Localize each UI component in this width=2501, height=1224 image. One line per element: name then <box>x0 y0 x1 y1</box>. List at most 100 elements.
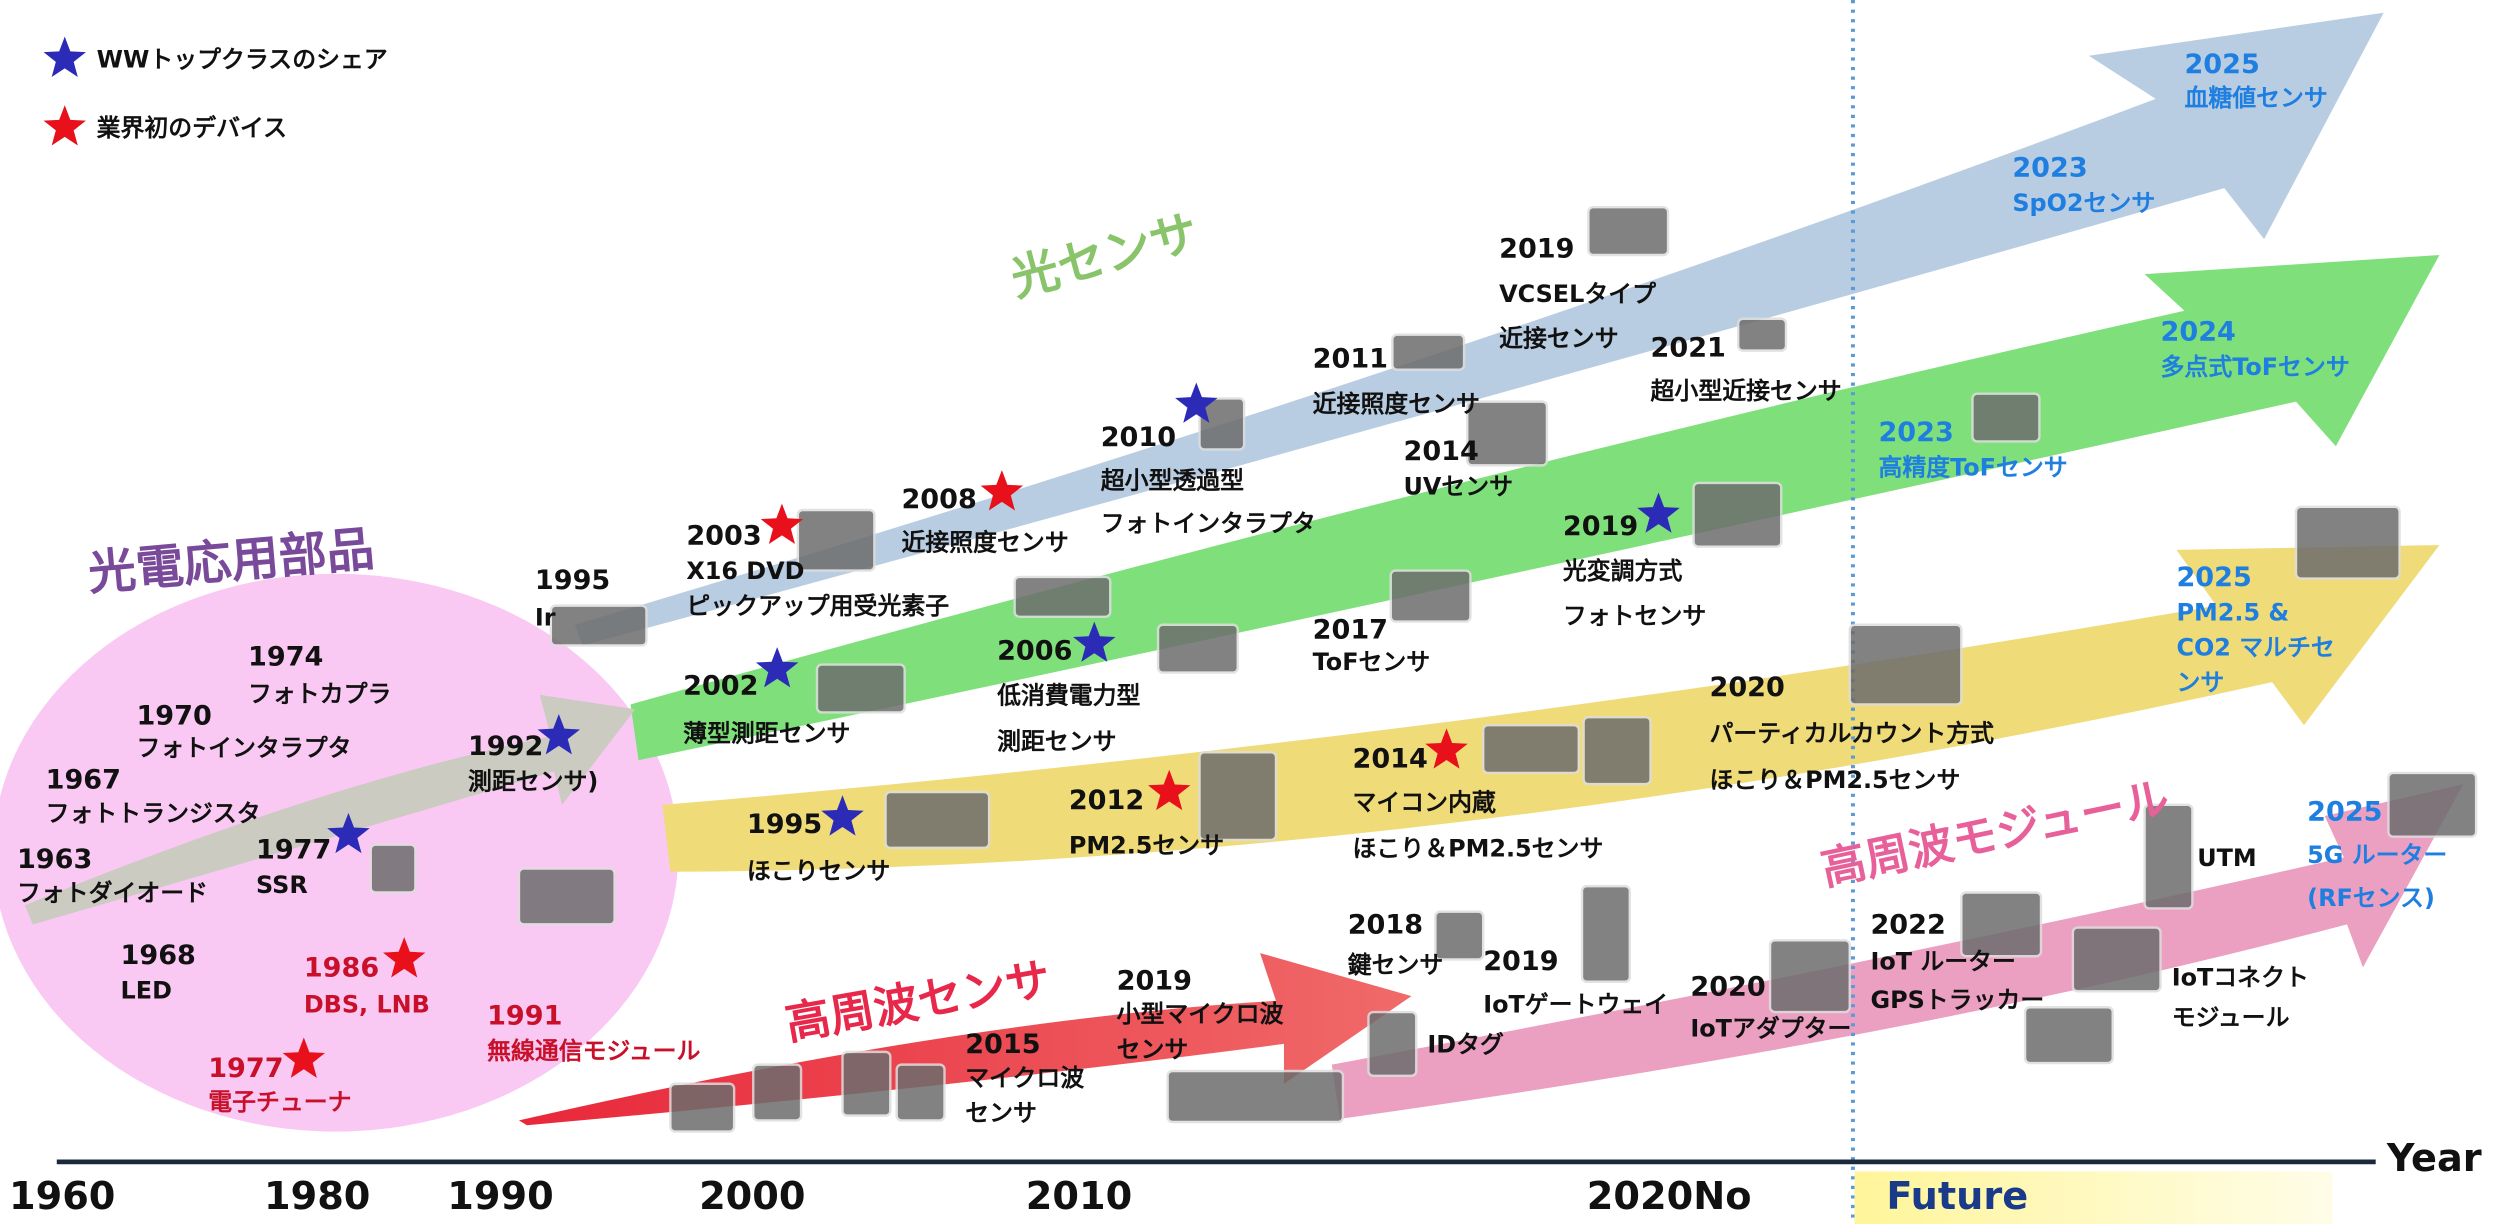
star <box>760 503 804 544</box>
item-label: GPSトラッカー <box>1870 986 2044 1014</box>
product-image <box>1391 333 1466 371</box>
axis-label: Year <box>2386 1136 2482 1181</box>
product-image <box>884 790 991 850</box>
item-year: 2023 <box>1878 417 1953 448</box>
product-image <box>841 1050 892 1117</box>
item-label: 薄型測距センサ <box>683 720 850 748</box>
item-label: 無線通信モジュール <box>487 1037 700 1065</box>
star <box>43 36 86 77</box>
item-label: 超小型透過型 <box>1101 466 1244 494</box>
product-image <box>1367 1010 1418 1077</box>
star <box>980 470 1024 511</box>
product-image <box>1848 623 1963 706</box>
item-label: 5G ルーター <box>2307 841 2447 869</box>
arrow-gray <box>24 694 636 925</box>
product-image <box>1692 481 1783 548</box>
star <box>282 1037 326 1078</box>
item-year: 2019 <box>1563 511 1638 542</box>
item-label: 高精度ToFセンサ <box>1878 454 2067 482</box>
product-image <box>1166 1069 1345 1124</box>
item-label: フォトダイオード <box>17 879 208 907</box>
product-image <box>1013 575 1112 618</box>
item-label: Ir <box>535 603 556 631</box>
item-label: SSR <box>256 871 308 899</box>
item-label: 測距センサ <box>997 728 1116 756</box>
product-image <box>1768 939 1851 1014</box>
arrow-yellow <box>662 545 2440 872</box>
item-label: IoT ルーター <box>1870 948 2015 976</box>
item-year: 2018 <box>1348 909 1423 940</box>
product-image <box>517 867 616 926</box>
item-year: 2023 <box>2012 152 2087 183</box>
item-year: 2012 <box>1069 785 1144 816</box>
future-bg <box>1854 1171 2333 1224</box>
timeline-label: 1980 <box>264 1174 370 1219</box>
item-year: 1977 <box>208 1053 283 1084</box>
product-image <box>2387 771 2478 838</box>
item-label: 近接照度センサ <box>901 528 1068 556</box>
item-year: 1991 <box>487 1000 562 1031</box>
item-year: 1963 <box>17 844 92 875</box>
item-label: 低消費電力型 <box>996 681 1140 709</box>
star <box>1148 769 1191 811</box>
item-label: UTM <box>2197 844 2256 872</box>
arrow-red <box>518 953 1412 1126</box>
item-label: ピックアップ用受光素子 <box>686 592 949 620</box>
item-year: 1995 <box>747 809 822 840</box>
item-year: 2017 <box>1313 615 1388 646</box>
item-year: 2021 <box>1651 333 1726 364</box>
product-image <box>895 1063 946 1122</box>
star <box>537 714 581 755</box>
product-image <box>1580 884 1632 983</box>
product-image <box>1198 397 1246 451</box>
item-label: フォトインタラプタ <box>136 734 351 762</box>
item-label: LED <box>121 976 172 1004</box>
item-year: 2022 <box>1870 909 1945 940</box>
item-label: 血糖値センサ <box>2184 84 2327 112</box>
texts: WWトップクラスのシェア業界初のデバイス光電応用部品光センサ高周波センサ高周波モ… <box>9 36 2482 1219</box>
circle-bg <box>0 573 679 1132</box>
item-year: 2025 <box>2184 49 2259 80</box>
product-image <box>1481 723 1581 775</box>
item-label: ToFセンサ <box>1313 648 1431 676</box>
item-year: 2014 <box>1404 436 1479 467</box>
item-label: フォトインタラプタ <box>1101 509 1316 537</box>
legend-label: WWトップクラスのシェア <box>97 46 388 74</box>
arrow-optical <box>574 12 2384 646</box>
item-year: 2020 <box>1710 672 1785 703</box>
item-label: 多点式ToFセンサ <box>2161 353 2350 381</box>
product-image <box>1960 891 2043 958</box>
item-label: 近接照度センサ <box>1313 390 1480 418</box>
product-image <box>2143 803 2194 910</box>
item-year: 2006 <box>997 635 1072 666</box>
item-year: 2024 <box>2161 317 2236 348</box>
product-image <box>1198 751 1278 842</box>
product-image <box>2023 1006 2114 1065</box>
product-image <box>2294 505 2401 580</box>
item-year: 2015 <box>965 1029 1040 1060</box>
product-image <box>549 604 648 647</box>
item-year: 2010 <box>1101 422 1176 453</box>
star <box>755 647 799 688</box>
item-year: 2002 <box>683 670 758 701</box>
item-label: マイクロ波 <box>965 1064 1084 1092</box>
item-label: ほこり＆PM2.5センサ <box>1710 766 1961 794</box>
star <box>1175 382 1218 423</box>
item-label: (RFセンス) <box>2307 884 2435 912</box>
future-label: Future <box>1886 1174 2028 1219</box>
item-label: モジュール <box>2172 1003 2290 1031</box>
item-year: 1986 <box>304 953 379 984</box>
item-year: 2019 <box>1499 234 1574 265</box>
star <box>1637 492 1680 533</box>
item-label: SpO2センサ <box>2012 189 2155 217</box>
item-label: フォトトランジスタ <box>46 799 261 827</box>
item-label: 小型マイクロ波 <box>1117 1000 1284 1028</box>
item-year: 1970 <box>136 701 211 732</box>
item-label: PM2.5 & <box>2176 599 2289 627</box>
star <box>1073 621 1116 662</box>
star <box>1425 728 1468 769</box>
item-label: フォトカプラ <box>248 680 391 708</box>
product-image <box>1582 715 1652 786</box>
item-label: パーティカルカウント方式 <box>1710 720 1995 748</box>
